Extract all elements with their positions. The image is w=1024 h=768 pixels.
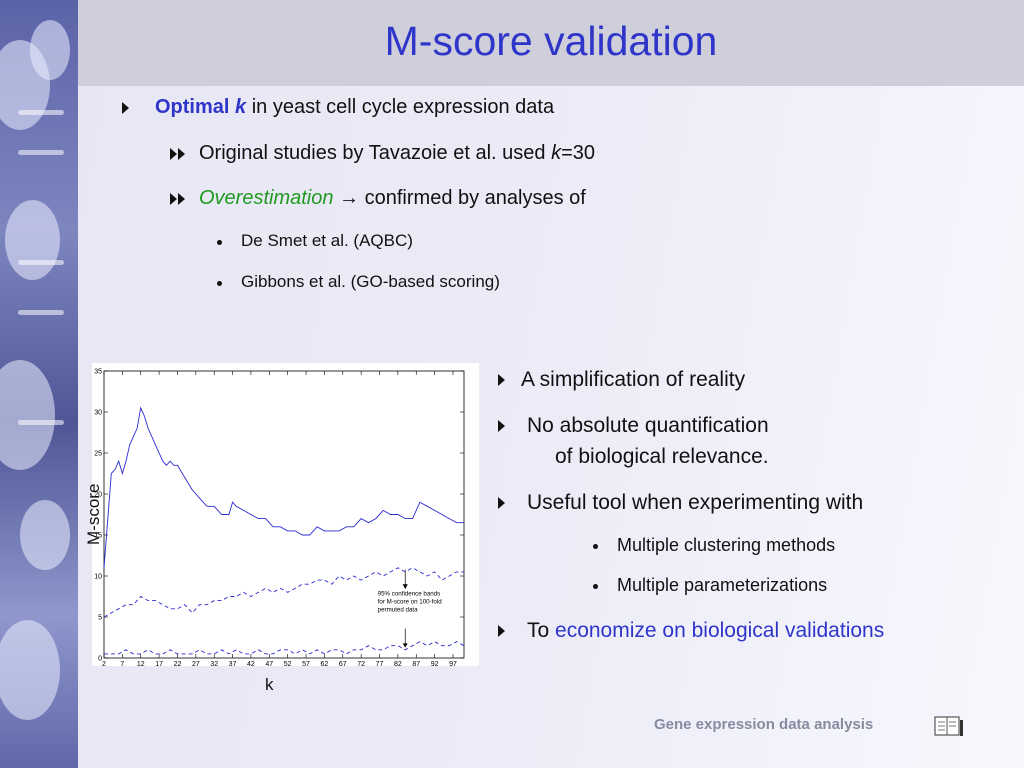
- arrow-bullet-icon: [498, 420, 505, 433]
- x-tick-label: 52: [284, 661, 292, 666]
- sub-bullet-clustering: Multiple clustering methods: [617, 535, 836, 555]
- x-tick-label: 7: [120, 661, 124, 666]
- bullet-no-quantification-line2: of biological relevance.: [555, 445, 769, 468]
- series-line-confidence-band: [104, 641, 465, 655]
- footer-text: Gene expression data analysis: [654, 716, 874, 733]
- y-axis-label: M-score: [84, 483, 103, 545]
- series-line-m-score: [103, 406, 464, 568]
- y-tick-label: 15: [94, 533, 102, 540]
- bullet-optimal-k: Optimal k in yeast cell cycle expression…: [122, 96, 554, 119]
- bullet-text: in yeast cell cycle expression data: [246, 96, 555, 118]
- arrow-bullet-icon: [122, 101, 129, 114]
- k-value: =30: [561, 142, 595, 164]
- x-tick-label: 47: [265, 661, 273, 666]
- bullet-original-studies: Original studies by Tavazoie et al. used…: [170, 142, 595, 165]
- m-score-chart: 0 5 10 15 20 25 30 35 2 7 12 17 22 27 32 37 42 47 52 57 62 67…: [92, 363, 479, 668]
- sub-bullet-de-smet: De Smet et al. (AQBC): [241, 231, 413, 250]
- double-arrow-bullet-icon: [170, 192, 185, 205]
- dot-bullet-icon: [217, 240, 222, 245]
- x-tick-label: 22: [174, 661, 182, 666]
- annotation-arrowhead: [402, 584, 408, 590]
- k-symbol: k: [235, 96, 247, 118]
- decorative-sidebar: [0, 0, 78, 768]
- dot-bullet-icon: [593, 584, 598, 589]
- x-tick-label: 12: [137, 661, 145, 666]
- double-arrow-bullet-icon: [170, 147, 185, 160]
- y-tick-label: 10: [94, 574, 102, 581]
- x-tick-label: 92: [431, 661, 439, 666]
- bullet-text: No absolute quantification: [527, 414, 769, 437]
- x-tick-label: 17: [155, 661, 163, 666]
- x-tick-label: 37: [229, 661, 237, 666]
- bullet-text: Original studies by Tavazoie et al. used: [199, 142, 552, 164]
- annotation-text: permuted data: [378, 607, 418, 614]
- dot-bullet-icon: [593, 544, 598, 549]
- dot-bullet-icon: [217, 281, 222, 286]
- bullet-no-quantification: No absolute quantification: [498, 414, 769, 438]
- y-tick-label: 20: [94, 492, 102, 499]
- series-line-confidence-band: [103, 567, 464, 618]
- arrow-bullet-icon: [498, 497, 505, 510]
- bullet-useful-tool: Useful tool when experimenting with: [498, 491, 863, 515]
- x-tick-label: 87: [412, 661, 420, 666]
- arrow-bullet-icon: [498, 625, 505, 638]
- optimal-label: Optimal: [155, 96, 230, 118]
- economize-highlight: economize on biological validations: [555, 619, 885, 642]
- x-tick-label: 82: [394, 661, 402, 666]
- bullet-text: confirmed by analyses of: [364, 187, 586, 209]
- book-icon: [934, 716, 963, 736]
- x-tick-label: 97: [449, 661, 457, 666]
- y-tick-label: 30: [94, 410, 102, 417]
- k-symbol: k: [551, 142, 562, 164]
- slide-title: M-score validation: [384, 18, 718, 64]
- x-tick-label: 67: [339, 661, 347, 666]
- x-tick-label: 32: [210, 661, 218, 666]
- y-tick-label: 0: [98, 656, 102, 663]
- x-tick-label: 77: [376, 661, 384, 666]
- sub-bullet-parameterizations: Multiple parameterizations: [617, 575, 828, 595]
- right-arrow-icon: →: [333, 187, 365, 209]
- y-tick-label: 35: [94, 369, 102, 376]
- x-tick-label: 72: [357, 661, 365, 666]
- x-tick-label: 57: [302, 661, 310, 666]
- sub-bullet-gibbons: Gibbons et al. (GO-based scoring): [241, 272, 500, 291]
- x-tick-label: 62: [321, 661, 329, 666]
- bullet-text: Useful tool when experimenting with: [527, 491, 864, 514]
- y-tick-label: 5: [98, 615, 102, 622]
- bullet-economize: To economize on biological validations: [498, 619, 884, 643]
- bullet-text: A simplification of reality: [521, 368, 746, 391]
- annotation-arrowhead: [402, 643, 408, 648]
- bullet-text: To: [527, 619, 556, 642]
- y-tick-label: 25: [94, 451, 102, 458]
- x-tick-label: 42: [247, 661, 255, 666]
- x-axis-label: k: [265, 675, 274, 694]
- bullet-simplification: A simplification of reality: [498, 368, 745, 392]
- plot-frame: [103, 370, 465, 659]
- title-bar: [78, 0, 1024, 86]
- bullet-overestimation: Overestimation → confirmed by analyses o…: [170, 187, 586, 210]
- annotation-text: for M-score on 100-fold: [378, 599, 443, 606]
- overestimation-label: Overestimation: [199, 187, 334, 209]
- x-tick-label: 27: [192, 661, 200, 666]
- arrow-bullet-icon: [498, 374, 505, 387]
- x-tick-label: 2: [102, 661, 106, 666]
- annotation-text: 95% confidence bands: [378, 591, 441, 598]
